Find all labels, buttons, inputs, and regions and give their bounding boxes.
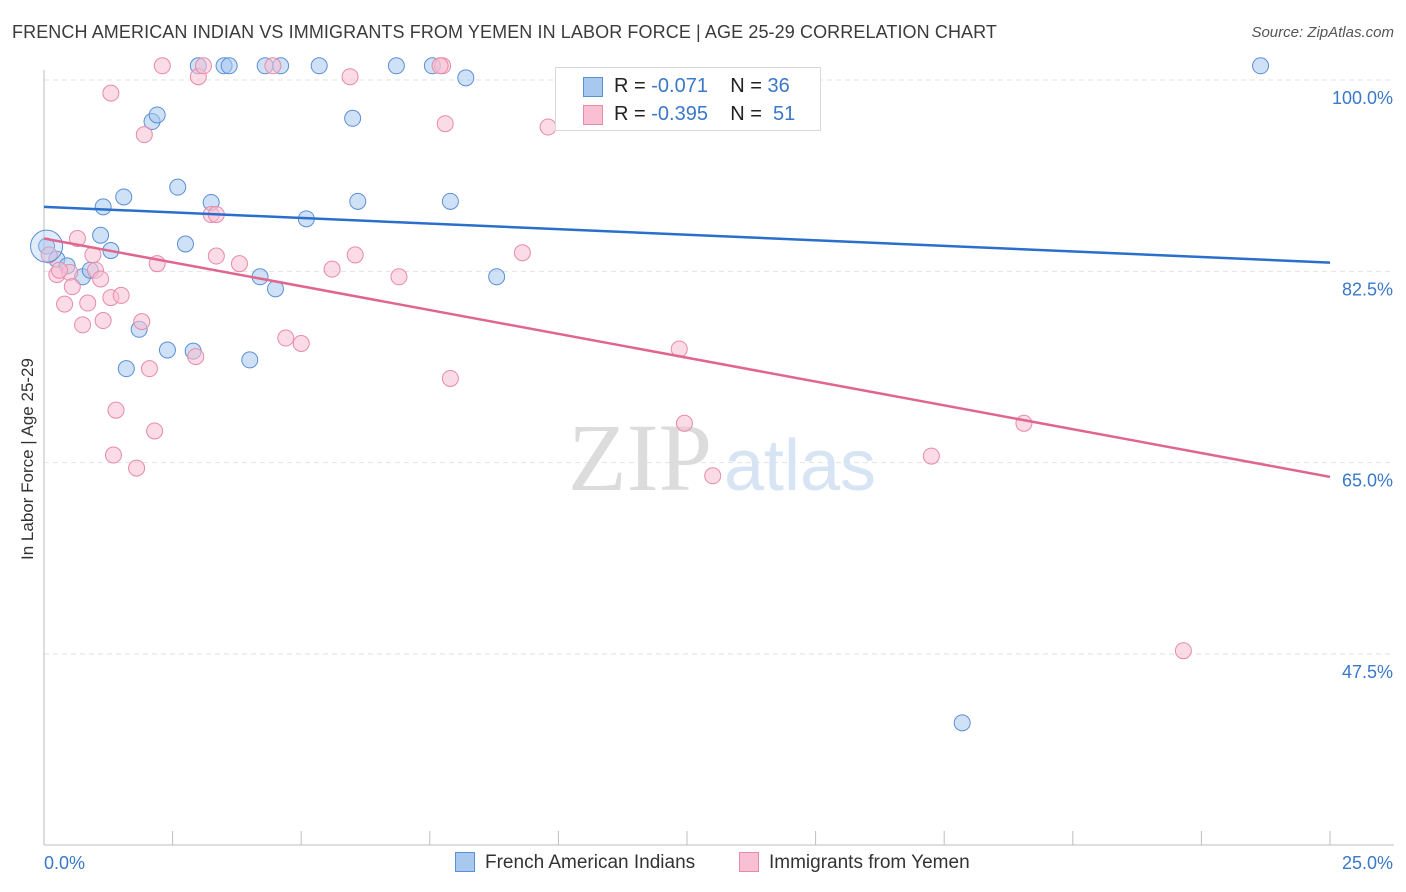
point-immigrants-from-yemen bbox=[112, 286, 130, 304]
point-french-american-indians bbox=[349, 192, 367, 210]
point-immigrants-from-yemen bbox=[277, 329, 295, 347]
point-immigrants-from-yemen bbox=[1015, 414, 1033, 432]
legend-r-label: R = bbox=[614, 103, 646, 125]
point-french-american-indians bbox=[241, 351, 259, 369]
bottom-legend-swatch-pink bbox=[739, 852, 759, 872]
point-french-american-indians bbox=[220, 57, 238, 75]
axes bbox=[43, 70, 1394, 846]
point-french-american-indians bbox=[1252, 57, 1270, 75]
point-immigrants-from-yemen bbox=[264, 57, 282, 75]
y-tick-label: 100.0% bbox=[1332, 88, 1393, 108]
source-credit: Source: ZipAtlas.com bbox=[1251, 24, 1394, 41]
point-immigrants-from-yemen bbox=[40, 246, 58, 264]
point-immigrants-from-yemen bbox=[207, 247, 225, 265]
point-immigrants-from-yemen bbox=[63, 278, 81, 296]
point-immigrants-from-yemen bbox=[292, 334, 310, 352]
legend-swatch-pink bbox=[583, 105, 603, 125]
point-immigrants-from-yemen bbox=[187, 348, 205, 366]
trend-lines bbox=[43, 205, 1331, 479]
legend-stats: R = -0.395 N = 51 bbox=[614, 103, 795, 126]
point-french-american-indians bbox=[953, 714, 971, 732]
point-immigrants-from-yemen bbox=[94, 312, 112, 330]
point-immigrants-from-yemen bbox=[194, 57, 212, 75]
point-immigrants-from-yemen bbox=[104, 446, 122, 464]
point-immigrants-from-yemen bbox=[146, 422, 164, 440]
point-french-american-indians bbox=[344, 109, 362, 127]
point-immigrants-from-yemen bbox=[133, 313, 151, 331]
point-french-american-indians bbox=[441, 192, 459, 210]
point-immigrants-from-yemen bbox=[79, 294, 97, 312]
point-immigrants-from-yemen bbox=[341, 68, 359, 86]
point-french-american-indians bbox=[148, 106, 166, 124]
point-immigrants-from-yemen bbox=[92, 270, 110, 288]
watermark-atlas: atlas bbox=[724, 426, 876, 506]
legend-r-value: -0.395 bbox=[651, 103, 708, 125]
bottom-legend-label: Immigrants from Yemen bbox=[769, 852, 970, 873]
point-french-american-indians bbox=[30, 229, 64, 263]
point-immigrants-from-yemen bbox=[56, 295, 74, 313]
bottom-legend-item-immigrants-from-yemen: Immigrants from Yemen bbox=[739, 852, 970, 874]
point-immigrants-from-yemen bbox=[323, 260, 341, 278]
y-tick-label: 65.0% bbox=[1342, 471, 1393, 491]
y-tick-label: 82.5% bbox=[1342, 279, 1393, 299]
bottom-legend-item-french-american-indians: French American Indians bbox=[455, 852, 695, 874]
legend-r-label: R = bbox=[614, 75, 646, 97]
point-immigrants-from-yemen bbox=[140, 360, 158, 378]
point-french-american-indians bbox=[115, 188, 133, 206]
point-french-american-indians bbox=[117, 360, 135, 378]
trend-line-immigrants-from-yemen bbox=[43, 237, 1331, 479]
point-immigrants-from-yemen bbox=[68, 230, 86, 248]
legend-swatch-blue bbox=[583, 77, 603, 97]
point-french-american-indians bbox=[176, 235, 194, 253]
point-immigrants-from-yemen bbox=[431, 57, 449, 75]
point-immigrants-from-yemen bbox=[704, 467, 722, 485]
legend-n-value: 36 bbox=[767, 75, 790, 97]
watermark: ZIP atlas bbox=[568, 404, 876, 511]
bottom-legend-swatch-blue bbox=[455, 852, 475, 872]
legend-n-value: 51 bbox=[773, 103, 796, 125]
point-immigrants-from-yemen bbox=[1174, 642, 1192, 660]
point-french-american-indians bbox=[169, 178, 187, 196]
y-tick-label: 47.5% bbox=[1342, 662, 1393, 682]
point-immigrants-from-yemen bbox=[539, 118, 557, 136]
y-tick-labels: 100.0% 82.5% 65.0% 47.5% bbox=[1332, 88, 1393, 682]
point-french-american-indians bbox=[457, 69, 475, 87]
point-immigrants-from-yemen bbox=[50, 261, 68, 279]
legend-stats: R = -0.071 N = 36 bbox=[614, 75, 790, 98]
point-immigrants-from-yemen bbox=[390, 268, 408, 286]
point-french-american-indians bbox=[158, 341, 176, 359]
point-immigrants-from-yemen bbox=[135, 126, 153, 144]
point-immigrants-from-yemen bbox=[922, 447, 940, 465]
point-immigrants-from-yemen bbox=[675, 414, 693, 432]
legend-n-label: N = bbox=[730, 103, 762, 125]
point-immigrants-from-yemen bbox=[153, 57, 171, 75]
legend-r-value: -0.071 bbox=[651, 75, 708, 97]
point-french-american-indians bbox=[488, 268, 506, 286]
point-immigrants-from-yemen bbox=[128, 459, 146, 477]
point-immigrants-from-yemen bbox=[346, 246, 364, 264]
y-axis-label: In Labor Force | Age 25-29 bbox=[18, 358, 37, 560]
point-immigrants-from-yemen bbox=[436, 115, 454, 133]
point-immigrants-from-yemen bbox=[107, 401, 125, 419]
point-immigrants-from-yemen bbox=[74, 316, 92, 334]
point-french-american-indians bbox=[310, 57, 328, 75]
point-immigrants-from-yemen bbox=[230, 255, 248, 273]
correlation-legend: R = -0.071 N = 36 R = -0.395 N = 51 bbox=[555, 67, 821, 131]
x-tick-label: 25.0% bbox=[1342, 853, 1393, 873]
x-tick-labels: 0.0% 25.0% bbox=[44, 853, 1393, 873]
data-points bbox=[30, 57, 1270, 732]
point-french-american-indians bbox=[94, 198, 112, 216]
trend-line-french-american-indians bbox=[43, 205, 1331, 264]
legend-n-label: N = bbox=[730, 75, 762, 97]
point-immigrants-from-yemen bbox=[513, 244, 531, 262]
point-immigrants-from-yemen bbox=[441, 369, 459, 387]
chart-title: FRENCH AMERICAN INDIAN VS IMMIGRANTS FRO… bbox=[12, 22, 998, 42]
point-french-american-indians bbox=[387, 57, 405, 75]
point-immigrants-from-yemen bbox=[102, 84, 120, 102]
point-french-american-indians bbox=[92, 226, 110, 244]
bottom-legend-label: French American Indians bbox=[485, 852, 696, 873]
x-tick-label: 0.0% bbox=[44, 853, 85, 873]
